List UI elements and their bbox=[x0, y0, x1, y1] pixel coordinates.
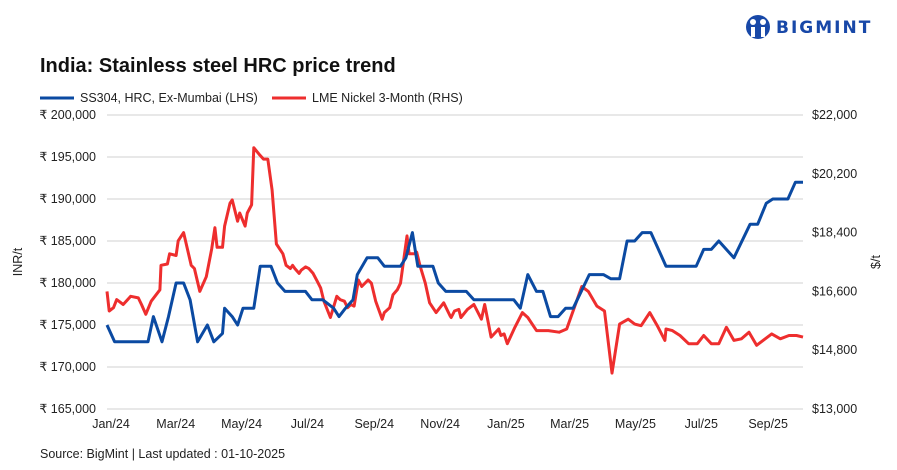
series-line-ss304 bbox=[105, 180, 803, 344]
chart-title: India: Stainless steel HRC price trend bbox=[40, 55, 396, 77]
left-tick-label: ₹ 190,000 bbox=[39, 192, 96, 206]
left-tick-label: ₹ 200,000 bbox=[39, 108, 96, 122]
right-tick-label: $20,200 bbox=[812, 167, 857, 181]
legend-label-nickel: LME Nickel 3-Month (RHS) bbox=[312, 91, 463, 105]
left-tick-label: ₹ 180,000 bbox=[39, 276, 96, 290]
x-axis-ticks: Jan/24 Mar/24 May/24 Jul/24 Sep/24 Nov/24 Jan/… bbox=[92, 417, 788, 431]
x-tick-label: Sep/24 bbox=[354, 417, 394, 431]
left-tick-label: ₹ 170,000 bbox=[39, 360, 96, 374]
logo-text: BIGMINT bbox=[776, 18, 872, 38]
x-tick-label: Mar/24 bbox=[156, 417, 195, 431]
left-axis-ticks: ₹ 165,000 ₹ 170,000 ₹ 175,000 ₹ 180,000 ₹ 18… bbox=[39, 108, 96, 416]
logo-mark-icon bbox=[746, 15, 770, 39]
right-tick-label: $16,600 bbox=[812, 284, 857, 298]
x-tick-label: May/24 bbox=[221, 417, 262, 431]
series-line-nickel bbox=[105, 146, 804, 375]
x-tick-label: Jul/25 bbox=[685, 417, 718, 431]
left-axis-label: INR/t bbox=[11, 247, 25, 276]
legend-label-ss304: SS304, HRC, Ex-Mumbai (LHS) bbox=[80, 91, 258, 105]
x-tick-label: Sep/25 bbox=[748, 417, 788, 431]
left-tick-label: ₹ 195,000 bbox=[39, 150, 96, 164]
x-tick-label: Nov/24 bbox=[420, 417, 460, 431]
right-axis-ticks: $13,000 $14,800 $16,600 $18,400 $20,200 $22,0… bbox=[812, 108, 857, 416]
right-axis-label: $/t bbox=[869, 255, 883, 269]
right-tick-label: $18,400 bbox=[812, 226, 857, 240]
right-tick-label: $22,000 bbox=[812, 108, 857, 122]
bigmint-logo: BIGMINT bbox=[746, 15, 872, 39]
series-lines bbox=[105, 146, 804, 375]
x-tick-label: Jan/24 bbox=[92, 417, 130, 431]
left-tick-label: ₹ 175,000 bbox=[39, 318, 96, 332]
x-tick-label: Mar/25 bbox=[550, 417, 589, 431]
x-tick-label: May/25 bbox=[615, 417, 656, 431]
x-tick-label: Jan/25 bbox=[487, 417, 525, 431]
legend: SS304, HRC, Ex-Mumbai (LHS) LME Nickel 3… bbox=[40, 91, 463, 105]
x-tick-label: Jul/24 bbox=[291, 417, 324, 431]
right-tick-label: $13,000 bbox=[812, 402, 857, 416]
left-tick-label: ₹ 185,000 bbox=[39, 234, 96, 248]
right-tick-label: $14,800 bbox=[812, 343, 857, 357]
source-note: Source: BigMint | Last updated : 01-10-2… bbox=[40, 447, 285, 461]
left-tick-label: ₹ 165,000 bbox=[39, 402, 96, 416]
